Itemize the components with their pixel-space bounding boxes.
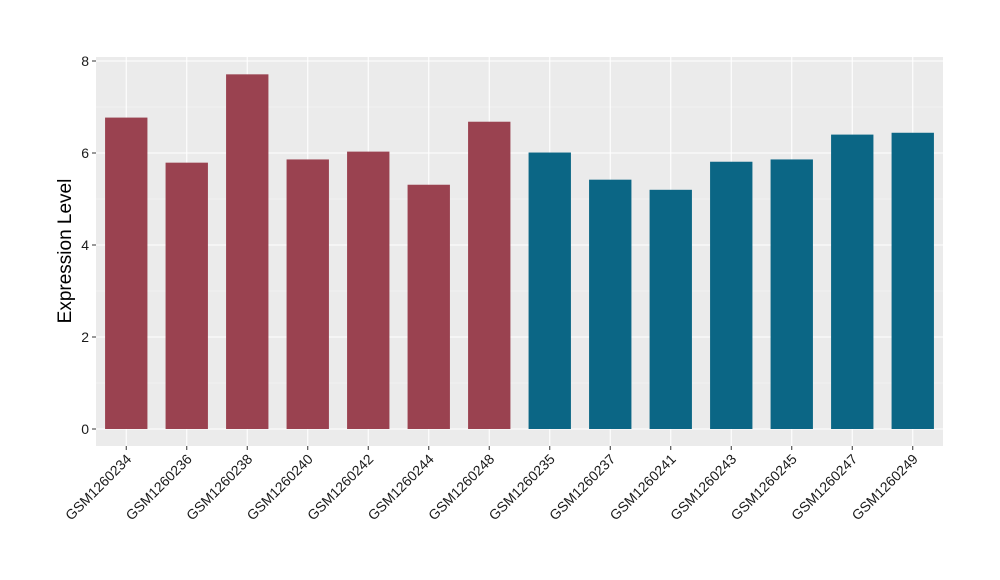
bar xyxy=(165,162,208,429)
x-axis: GSM1260234GSM1260236GSM1260238GSM1260240… xyxy=(62,446,921,523)
bar xyxy=(347,151,390,429)
bars xyxy=(105,74,934,430)
bar xyxy=(770,159,813,429)
y-tick-label: 2 xyxy=(81,329,89,345)
y-tick-label: 0 xyxy=(81,421,89,437)
y-tick-label: 4 xyxy=(81,237,89,253)
bar xyxy=(105,117,148,429)
bar xyxy=(226,74,269,429)
bar xyxy=(649,189,692,429)
bar xyxy=(891,132,934,429)
plot-panel xyxy=(96,57,943,446)
bar xyxy=(528,152,571,430)
y-tick-label: 6 xyxy=(81,145,89,161)
y-tick-label: 8 xyxy=(81,53,89,69)
bar xyxy=(710,161,753,430)
bar xyxy=(589,179,632,429)
y-axis: 0 2 4 6 8 xyxy=(81,53,96,437)
y-axis-title: Expression Level xyxy=(55,179,76,324)
bar xyxy=(831,134,874,429)
bar xyxy=(468,121,511,429)
bar xyxy=(286,159,329,429)
bar xyxy=(407,184,450,429)
